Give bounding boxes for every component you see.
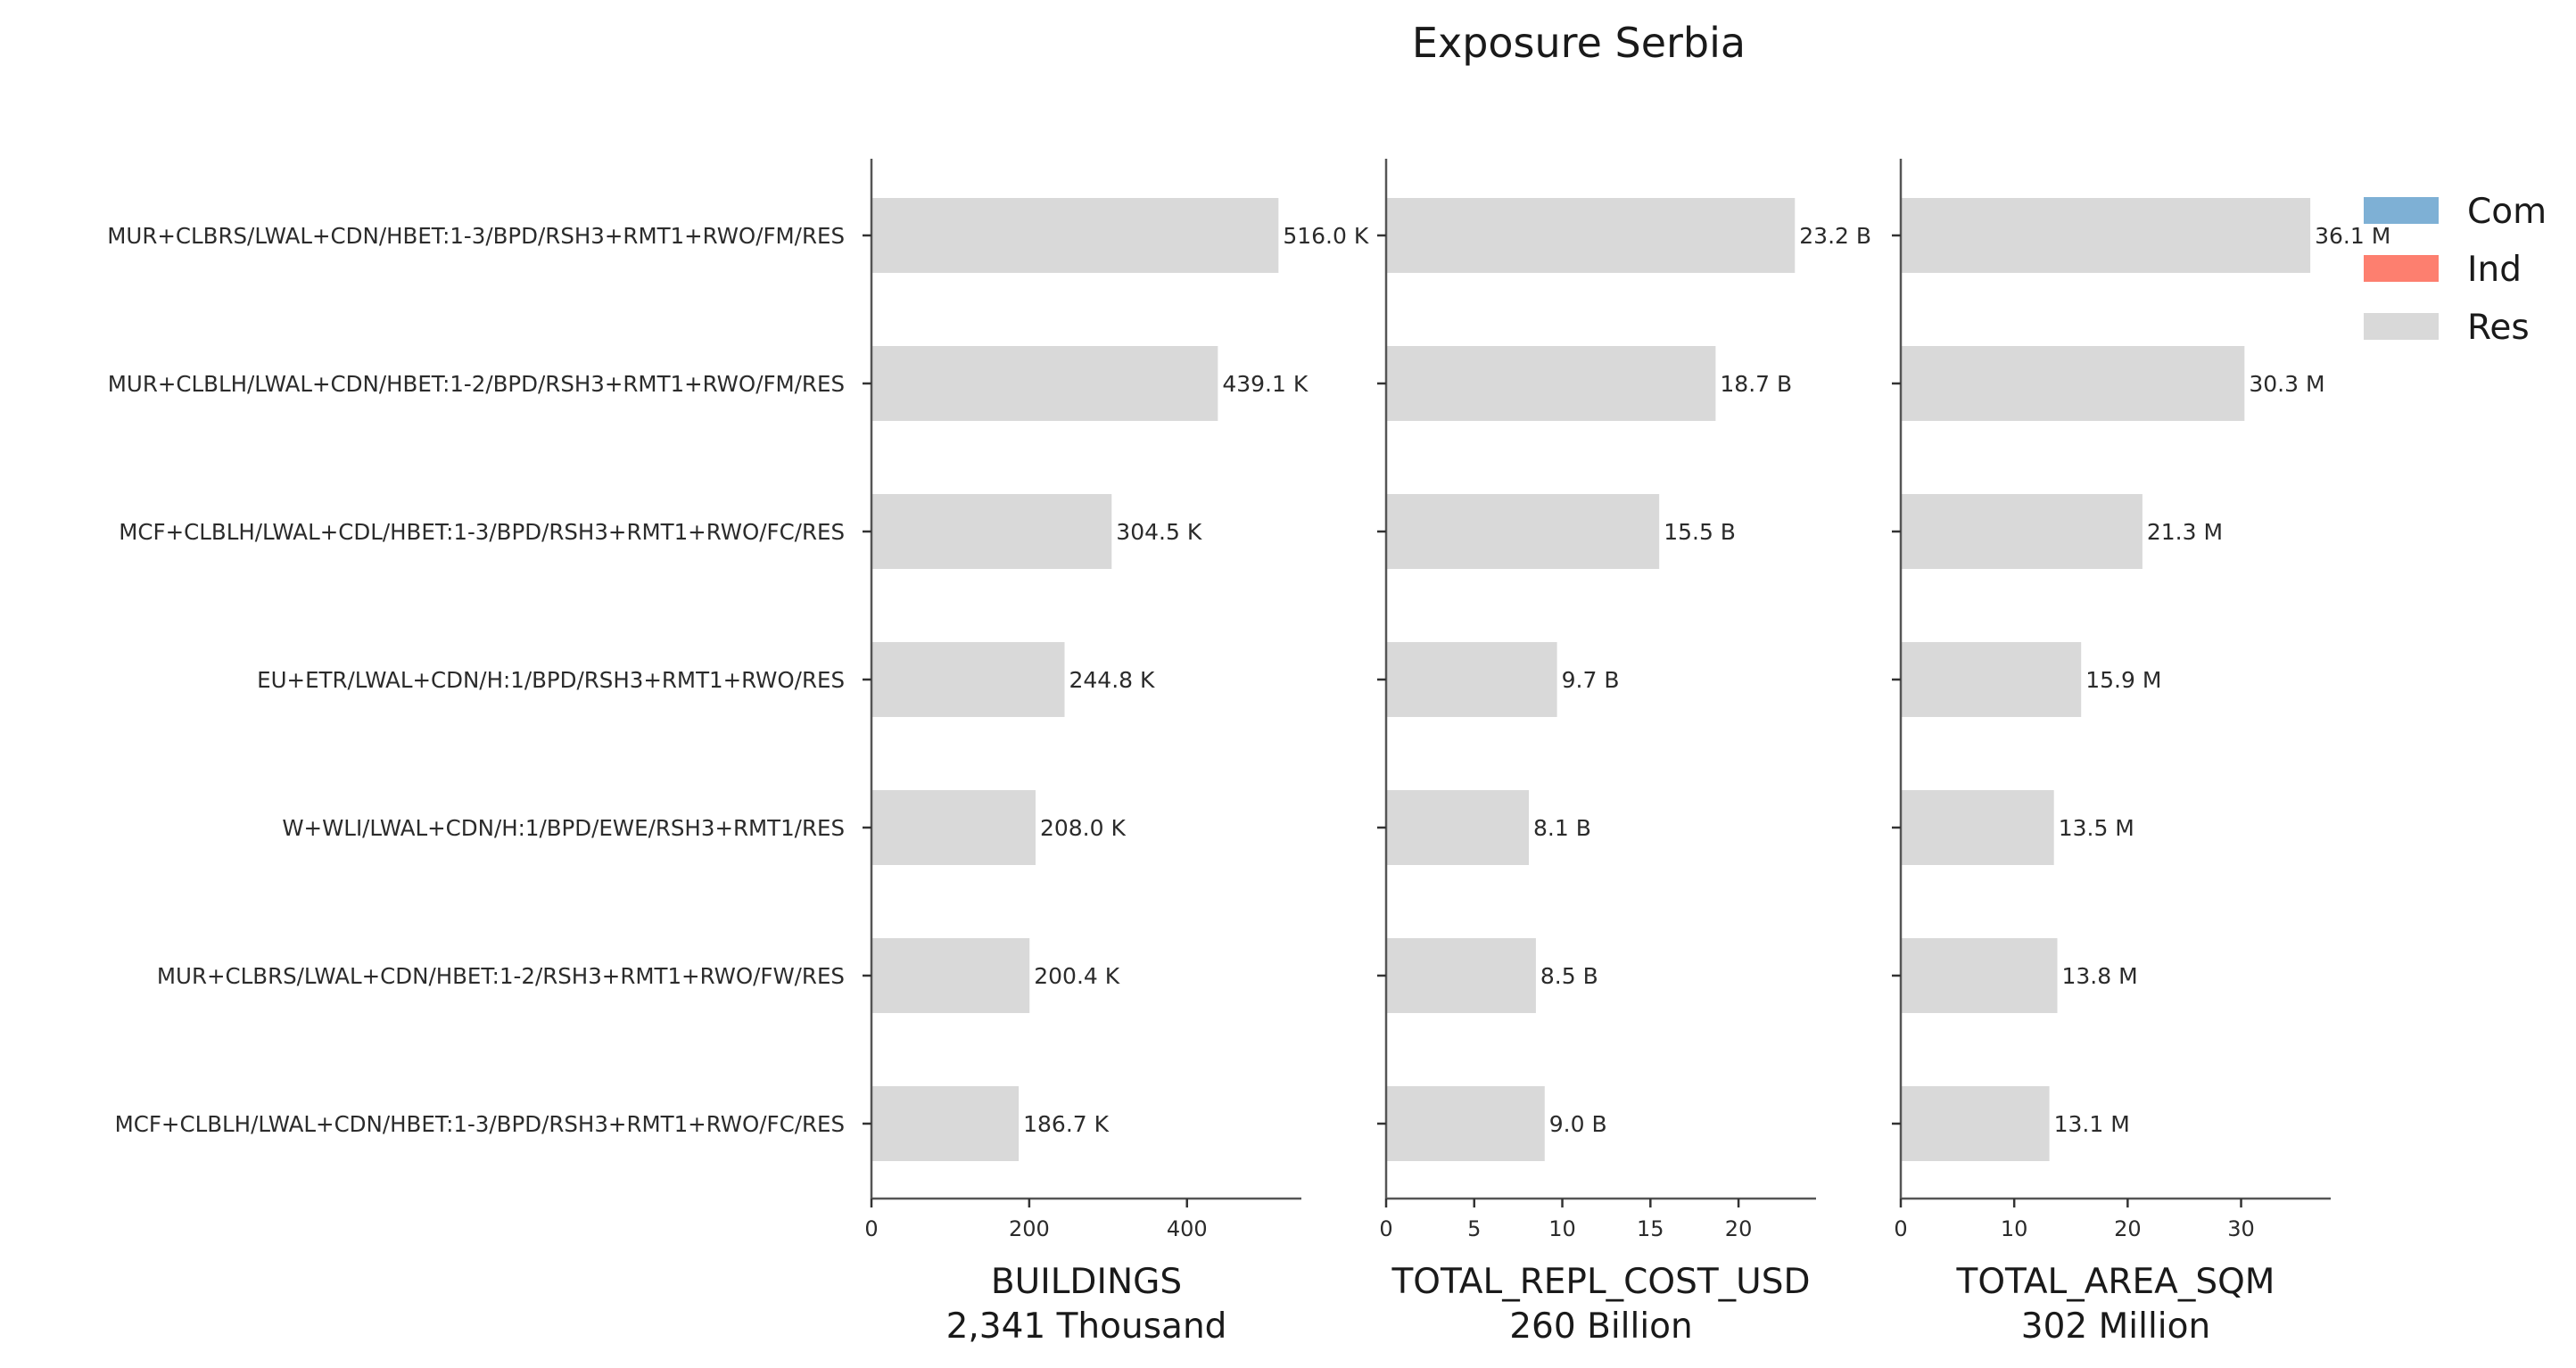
category-labels: MUR+CLBRS/LWAL+CDN/HBET:1-3/BPD/RSH3+RMT…: [107, 223, 845, 1137]
category-label: MUR+CLBLH/LWAL+CDN/HBET:1-2/BPD/RSH3+RMT…: [108, 371, 845, 397]
data-label: 200.4 K: [1034, 963, 1120, 989]
x-tick-label: 20: [1725, 1216, 1753, 1241]
data-label: 15.9 M: [2085, 667, 2161, 693]
bar: [1386, 938, 1536, 1013]
bar: [871, 198, 1279, 273]
x-tick-label: 0: [1894, 1216, 1907, 1241]
x-axis-subtitle: 2,341 Thousand: [946, 1306, 1227, 1347]
category-label: MCF+CLBLH/LWAL+CDN/HBET:1-3/BPD/RSH3+RMT…: [115, 1111, 845, 1137]
chart-title: Exposure Serbia: [1412, 19, 1746, 67]
x-axis-subtitle: 260 Billion: [1509, 1306, 1693, 1347]
bar: [871, 1086, 1020, 1161]
panel-2: 23.2 B 18.7 B 15.5 B 9.7 B 8.1 B 8.5 B 9.0 B 0 5…: [1377, 159, 1871, 1347]
data-label: 21.3 M: [2147, 519, 2223, 545]
panel-3: 36.1 M 30.3 M 21.3 M 15.9 M 13.5 M 13.8 M 13.1…: [1892, 159, 2390, 1347]
data-label: 516.0 K: [1283, 223, 1369, 249]
x-tick-label: 30: [2227, 1216, 2255, 1241]
x-tick-label: 20: [2114, 1216, 2142, 1241]
data-label: 23.2 B: [1799, 223, 1871, 249]
legend-swatch: [2364, 313, 2439, 340]
panel-1: 516.0 K 439.1 K 304.5 K 244.8 K 208.0 K 200.4…: [863, 159, 1369, 1347]
bar: [1901, 494, 2143, 569]
data-label: 208.0 K: [1040, 815, 1127, 841]
x-tick-label: 5: [1467, 1216, 1481, 1241]
category-label: EU+ETR/LWAL+CDN/H:1/BPD/RSH3+RMT1+RWO/RE…: [257, 667, 845, 693]
data-label: 15.5 B: [1664, 519, 1736, 545]
bar: [871, 346, 1218, 421]
bar: [1386, 1086, 1545, 1161]
bar: [1901, 938, 2058, 1013]
x-axis-title: BUILDINGS: [991, 1262, 1182, 1302]
bar: [1386, 790, 1530, 865]
bar: [1901, 1086, 2050, 1161]
legend-swatch: [2364, 255, 2439, 282]
legend-label: Res: [2467, 308, 2530, 348]
data-label: 244.8 K: [1069, 667, 1156, 693]
x-tick-label: 10: [2001, 1216, 2028, 1241]
data-label: 36.1 M: [2315, 223, 2390, 249]
legend-label: Com: [2467, 192, 2547, 232]
x-tick-label: 0: [864, 1216, 878, 1241]
data-label: 13.8 M: [2062, 963, 2138, 989]
data-label: 13.5 M: [2059, 815, 2134, 841]
bar: [1901, 346, 2245, 421]
bar: [871, 494, 1112, 569]
data-label: 9.0 B: [1549, 1111, 1607, 1137]
x-tick-label: 200: [1009, 1216, 1050, 1241]
category-label: W+WLI/LWAL+CDN/H:1/BPD/EWE/RSH3+RMT1/RES: [282, 815, 845, 841]
bar: [871, 642, 1065, 717]
category-label: MUR+CLBRS/LWAL+CDN/HBET:1-3/BPD/RSH3+RMT…: [107, 223, 845, 249]
x-axis-subtitle: 302 Million: [2021, 1306, 2210, 1347]
data-label: 186.7 K: [1023, 1111, 1110, 1137]
bar: [1386, 198, 1796, 273]
category-label: MUR+CLBRS/LWAL+CDN/HBET:1-2/RSH3+RMT1+RW…: [157, 963, 845, 989]
data-label: 30.3 M: [2249, 371, 2324, 397]
category-label: MCF+CLBLH/LWAL+CDL/HBET:1-3/BPD/RSH3+RMT…: [119, 519, 845, 545]
bar: [1901, 642, 2082, 717]
data-label: 304.5 K: [1116, 519, 1202, 545]
bar: [1386, 642, 1557, 717]
data-label: 439.1 K: [1222, 371, 1309, 397]
legend-label: Ind: [2467, 250, 2522, 290]
x-axis-title: TOTAL_AREA_SQM: [1956, 1262, 2275, 1302]
x-tick-label: 15: [1637, 1216, 1664, 1241]
bar: [1901, 198, 2311, 273]
bar: [871, 938, 1030, 1013]
x-tick-label: 10: [1548, 1216, 1576, 1241]
legend-swatch: [2364, 197, 2439, 224]
data-label: 13.1 M: [2054, 1111, 2130, 1137]
data-label: 8.5 B: [1540, 963, 1598, 989]
bar: [871, 790, 1036, 865]
data-label: 9.7 B: [1562, 667, 1620, 693]
x-tick-label: 400: [1167, 1216, 1208, 1241]
x-tick-label: 0: [1379, 1216, 1392, 1241]
legend: Com Ind Res: [2364, 192, 2547, 348]
bar: [1386, 346, 1716, 421]
chart-panels: 516.0 K 439.1 K 304.5 K 244.8 K 208.0 K 200.4…: [863, 159, 2390, 1347]
bar: [1901, 790, 2054, 865]
bar: [1386, 494, 1660, 569]
x-axis-title: TOTAL_REPL_COST_USD: [1391, 1262, 1810, 1302]
data-label: 8.1 B: [1533, 815, 1591, 841]
data-label: 18.7 B: [1720, 371, 1792, 397]
